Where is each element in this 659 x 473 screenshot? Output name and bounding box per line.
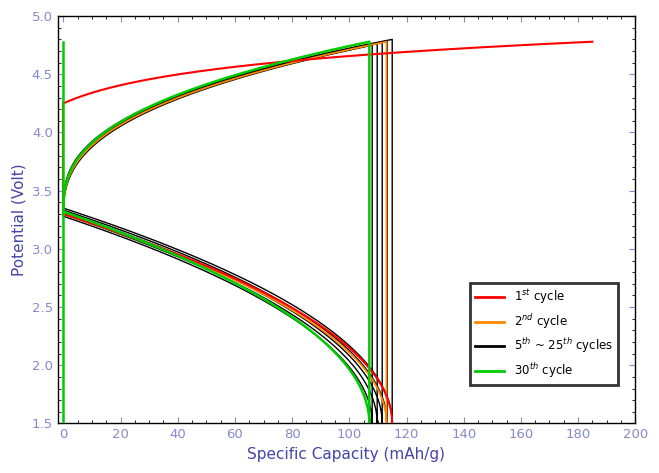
X-axis label: Specific Capacity (mAh/g): Specific Capacity (mAh/g) <box>248 447 445 462</box>
Y-axis label: Potential (Volt): Potential (Volt) <box>11 164 26 276</box>
Legend: 1$^{st}$ cycle, 2$^{nd}$ cycle, 5$^{th}$ ~ 25$^{th}$ cycles, 30$^{th}$ cycle: 1$^{st}$ cycle, 2$^{nd}$ cycle, 5$^{th}$… <box>471 282 617 385</box>
